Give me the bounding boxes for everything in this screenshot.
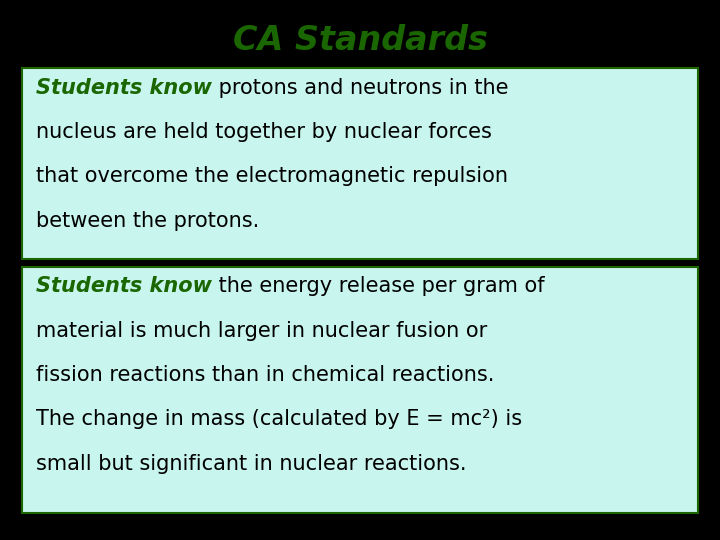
Text: between the protons.: between the protons.	[36, 211, 259, 231]
FancyBboxPatch shape	[22, 267, 698, 513]
Text: protons and neutrons in the: protons and neutrons in the	[212, 78, 508, 98]
Text: nucleus are held together by nuclear forces: nucleus are held together by nuclear for…	[36, 122, 492, 142]
Text: Students know: Students know	[36, 276, 212, 296]
FancyBboxPatch shape	[22, 68, 698, 259]
Text: CA Standards: CA Standards	[233, 24, 487, 57]
Text: the energy release per gram of: the energy release per gram of	[212, 276, 544, 296]
Text: Students know: Students know	[36, 78, 212, 98]
Text: that overcome the electromagnetic repulsion: that overcome the electromagnetic repuls…	[36, 166, 508, 186]
Text: fission reactions than in chemical reactions.: fission reactions than in chemical react…	[36, 365, 495, 385]
Text: The change in mass (calculated by E = mc²) is: The change in mass (calculated by E = mc…	[36, 409, 522, 429]
Text: material is much larger in nuclear fusion or: material is much larger in nuclear fusio…	[36, 321, 487, 341]
Text: small but significant in nuclear reactions.: small but significant in nuclear reactio…	[36, 454, 467, 474]
